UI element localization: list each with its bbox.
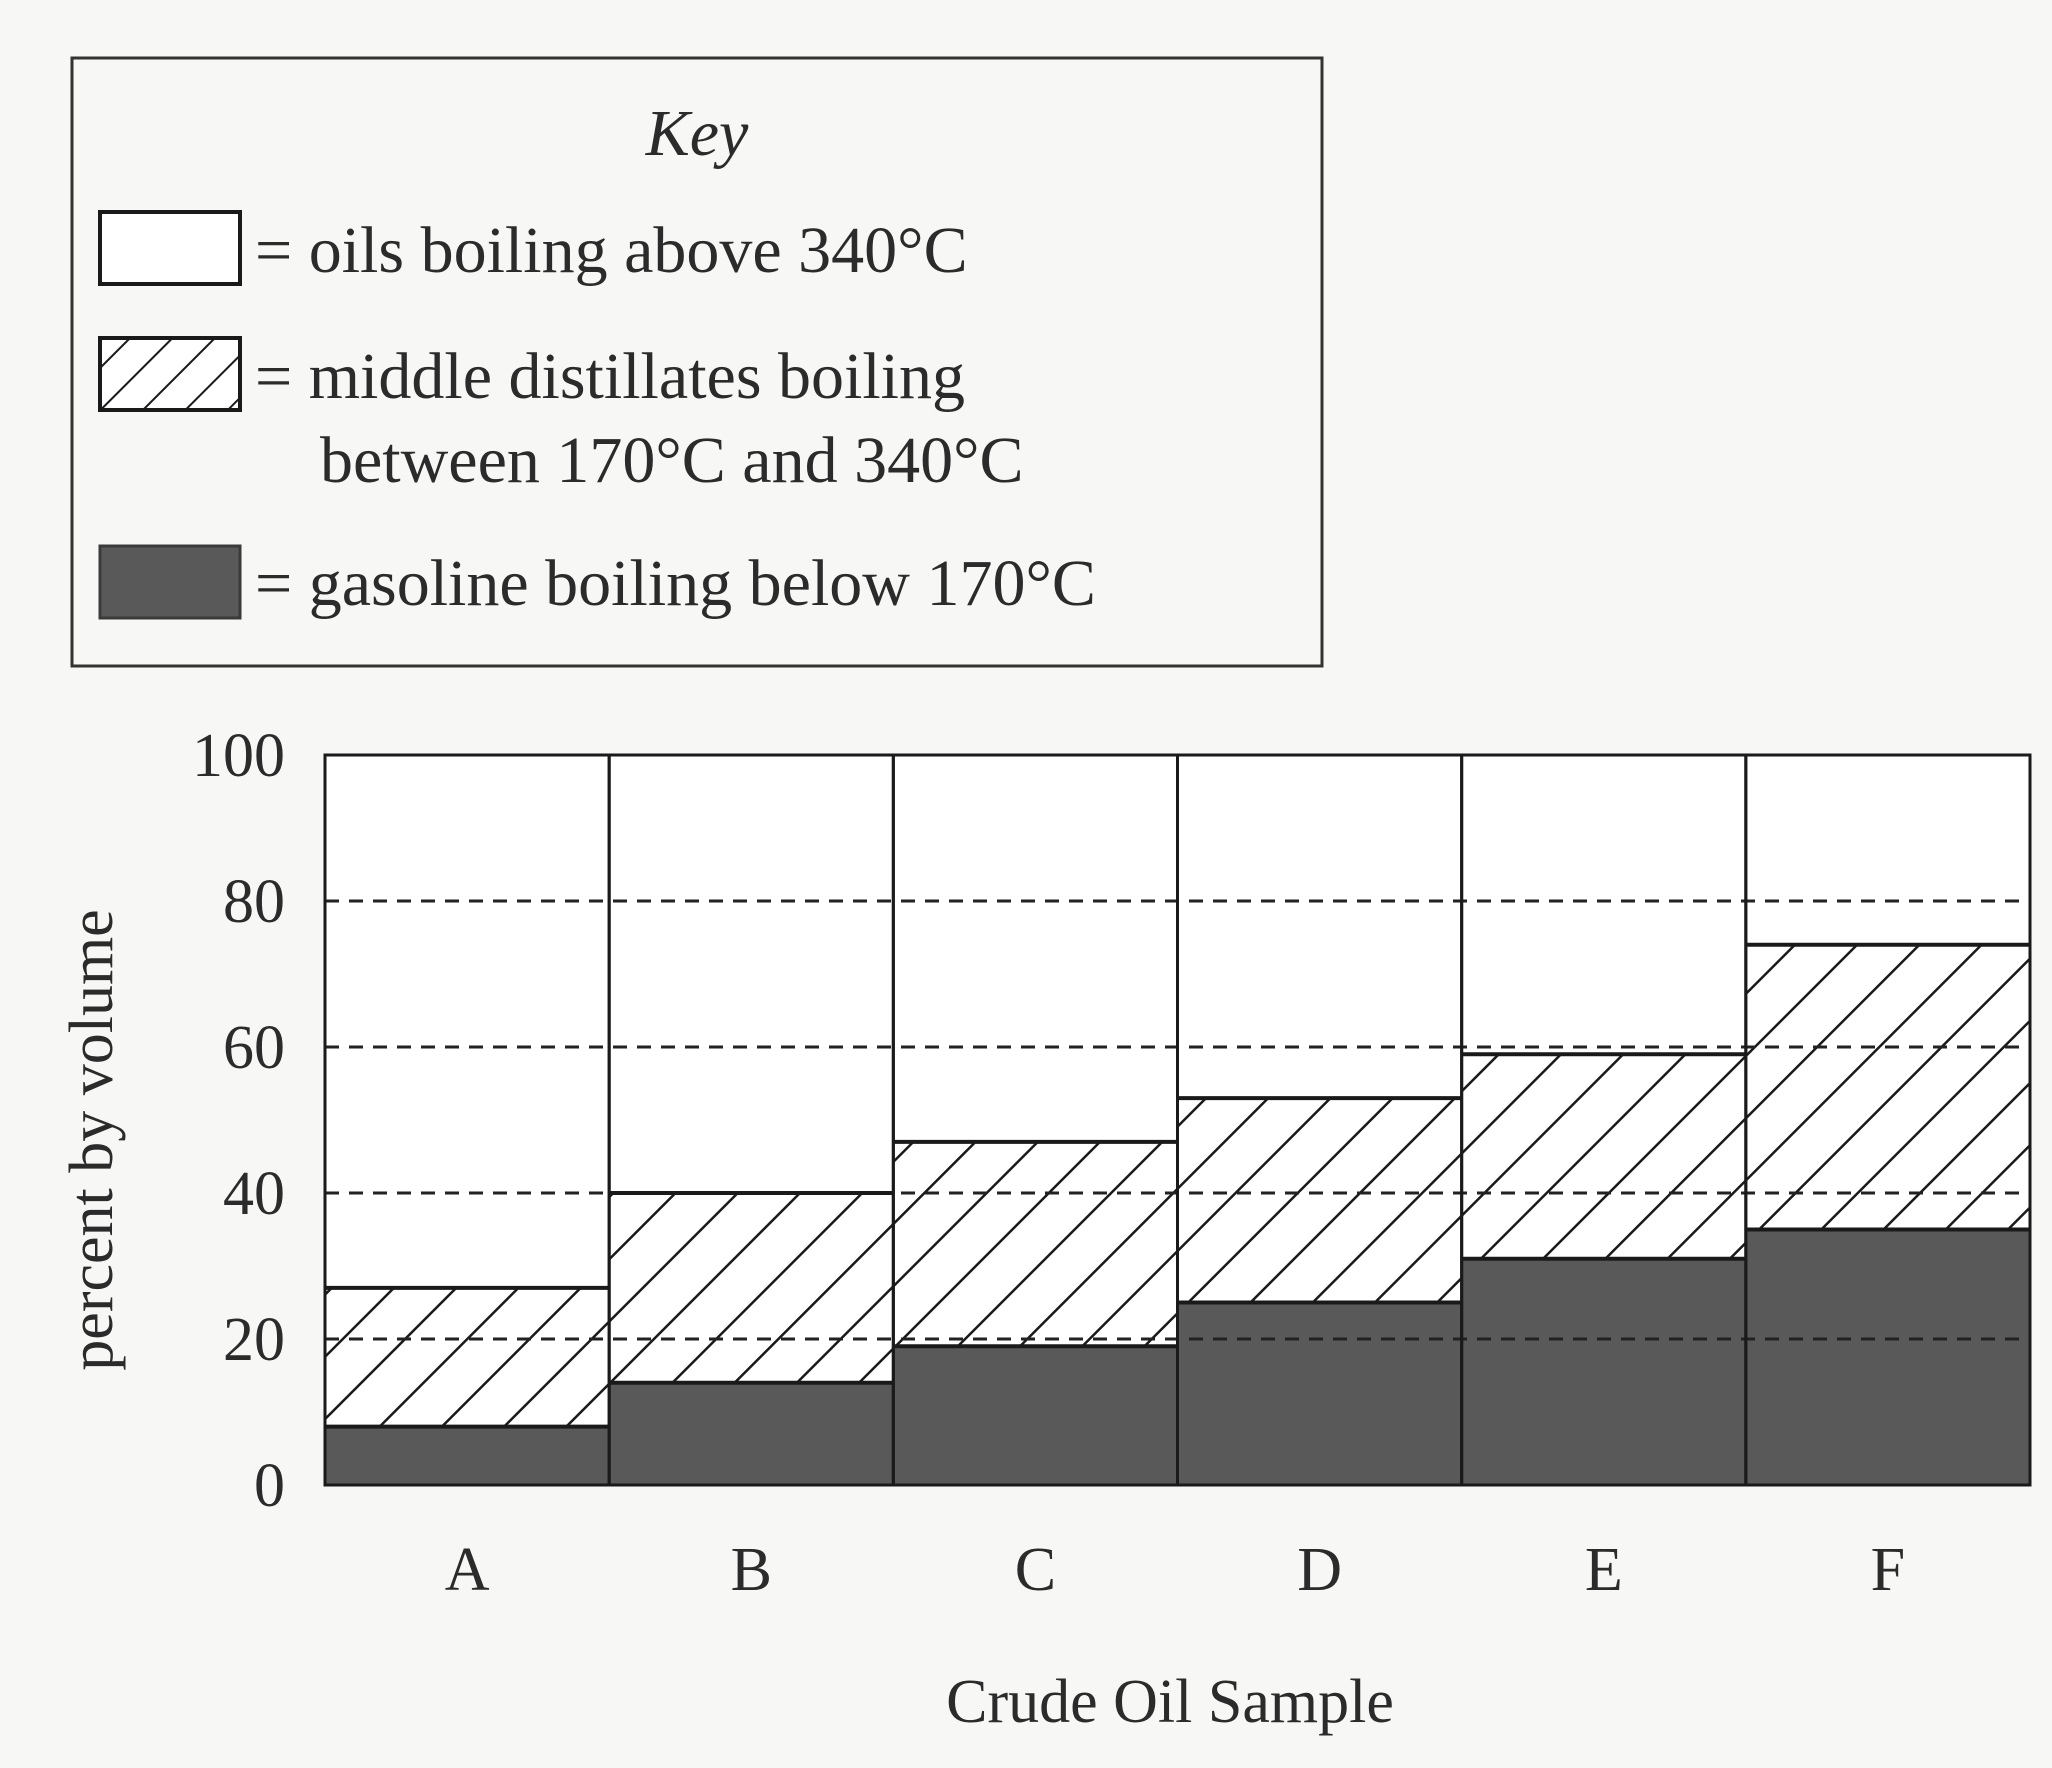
bar-segment-b-hatched [609, 1193, 894, 1383]
bar-segment-f-solid [1745, 1229, 2030, 1485]
x-tick-label-c: C [1015, 1536, 1056, 1604]
y-tick-label-40: 40 [223, 1160, 285, 1228]
y-tick-labels-group: 0 20 40 60 80 100 [192, 722, 285, 1520]
y-axis-title: percent by volume [58, 909, 126, 1370]
bar-segment-d-hatched [1177, 1098, 1462, 1303]
y-tick-label-0: 0 [254, 1452, 285, 1520]
legend-box [70, 56, 1324, 668]
bar-segment-a-hatched [325, 1287, 610, 1427]
bar-outline-f [1744, 753, 2032, 1487]
bar-segment-c-blank [893, 755, 1178, 1142]
legend: Key = oils boiling above 340°C = middle … [70, 56, 1324, 668]
bars-group [325, 755, 2030, 1485]
x-tick-label-e: E [1585, 1536, 1623, 1604]
x-axis-title: Crude Oil Sample [946, 1668, 1394, 1736]
bar-segment-d-blank [1177, 755, 1462, 1099]
bar-segment-b-blank [609, 755, 894, 1193]
legend-swatch-blank [98, 210, 242, 286]
legend-entry-gasoline: = gasoline boiling below 170°C [255, 547, 1096, 620]
bar-segment-a-blank [325, 755, 610, 1288]
bar-segment-e-hatched [1461, 1054, 1746, 1259]
x-tick-labels-group: A B C D E F [445, 1536, 1905, 1604]
x-tick-label-a: A [445, 1536, 490, 1604]
legend-title: Key [645, 97, 749, 170]
bar-segment-f-hatched [1745, 944, 2030, 1230]
bar-segment-b-solid [609, 1382, 894, 1485]
bar-segment-c-solid [893, 1346, 1178, 1485]
bar-segment-f-blank [1745, 755, 2030, 945]
bar-segment-e-solid [1461, 1258, 1746, 1485]
legend-swatch-solid [98, 544, 242, 620]
bar-segment-a-solid [325, 1426, 610, 1485]
x-tick-label-d: D [1297, 1536, 1342, 1604]
bar-segment-c-hatched [893, 1141, 1178, 1347]
legend-entry-oils: = oils boiling above 340°C [255, 214, 968, 287]
bar-outlines-group [323, 753, 2032, 1487]
legend-swatch-hatched [98, 336, 242, 412]
legend-entry-middle-distillates-line2: between 170°C and 340°C [320, 424, 1024, 497]
y-tick-label-100: 100 [192, 722, 285, 790]
bar-segment-d-solid [1177, 1302, 1462, 1485]
y-tick-label-20: 20 [223, 1306, 285, 1374]
bar-segment-e-blank [1461, 755, 1746, 1055]
x-tick-label-b: B [731, 1536, 772, 1604]
y-tick-label-80: 80 [223, 868, 285, 936]
legend-entry-middle-distillates: = middle distillates boiling [255, 340, 965, 413]
x-tick-label-f: F [1871, 1536, 1905, 1604]
y-tick-label-60: 60 [223, 1014, 285, 1082]
